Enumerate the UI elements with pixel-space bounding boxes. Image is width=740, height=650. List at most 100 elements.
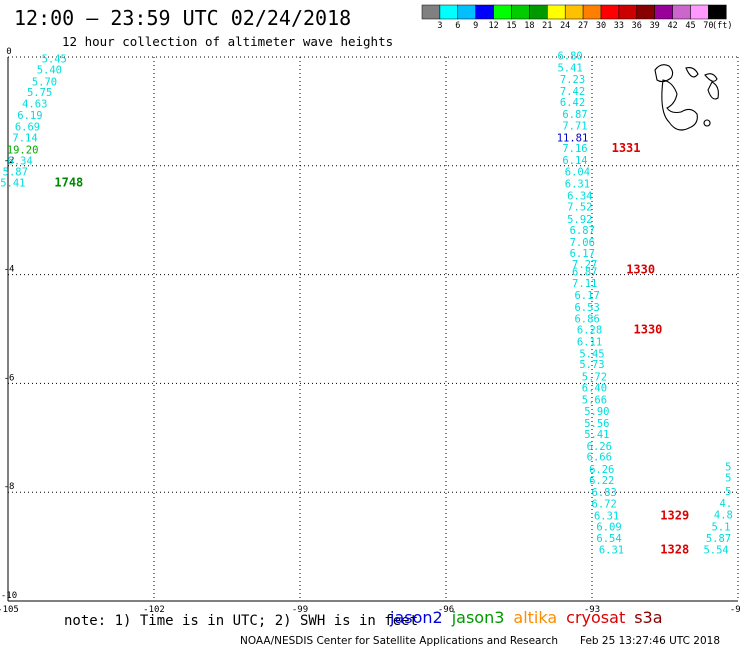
colorbar-swatch	[547, 4, 566, 20]
colorbar-tick-label: 6	[455, 21, 460, 31]
wave-height-label: 6.54	[596, 533, 621, 545]
x-tick-label: -93	[584, 605, 600, 615]
colorbar-tick-label: 18	[524, 21, 534, 31]
pass-time-label: 1330	[626, 263, 655, 277]
colorbar-swatch	[475, 4, 494, 20]
colorbar-swatch	[618, 4, 638, 20]
wave-height-label: 6.72	[592, 498, 617, 510]
wave-height-label: 6.80	[557, 51, 582, 63]
colorbar-tick-label: 9	[473, 21, 478, 31]
colorbar-tick-label: 15	[506, 21, 516, 31]
legend-item-altika: altika	[513, 608, 558, 627]
wave-height-label: 5.87	[3, 167, 28, 179]
colorbar-swatch	[439, 4, 459, 20]
wave-height-label: 6.34	[567, 191, 592, 203]
colorbar-tick-label: 21	[542, 21, 552, 31]
wave-height-label: 5.41	[584, 429, 609, 441]
wave-height-label: 7.42	[560, 86, 585, 98]
wave-height-label: 6.69	[15, 121, 40, 133]
wave-height-label: 6.11	[577, 336, 602, 348]
legend-item-cryosat: cryosat	[566, 608, 626, 627]
pass-time-label: 1748	[54, 175, 83, 189]
wave-height-label: 6.87	[562, 109, 587, 121]
coastline-shape	[703, 119, 711, 127]
wave-height-label: 5.45	[579, 348, 604, 360]
colorbar-tick-label: 30	[596, 21, 606, 31]
wave-height-label: 5.70	[32, 76, 57, 88]
wave-height-label: 5.1	[711, 521, 730, 533]
x-tick-label: -90	[730, 605, 740, 615]
y-tick-label: -10	[1, 591, 17, 601]
footer-timestamp: Feb 25 13:27:46 UTC 2018	[580, 635, 720, 647]
wave-height-label: 5.45	[42, 53, 67, 65]
wave-height-label: 5.90	[584, 406, 609, 418]
wave-height-label: 4.63	[22, 99, 47, 111]
legend-item-jason3: jason3	[451, 608, 505, 627]
y-tick-label: -4	[4, 265, 15, 275]
coastline-shape	[704, 73, 718, 82]
footer-note: note: 1) Time is in UTC; 2) SWH is in fe…	[64, 613, 419, 629]
wave-height-label: 4.	[720, 498, 733, 510]
colorbar-tick-label: 12	[488, 21, 498, 31]
wave-height-label: 5.75	[27, 87, 52, 99]
pass-time-label: 1331	[612, 141, 641, 155]
wave-height-label: 6.31	[599, 545, 624, 557]
colorbar-swatch	[529, 4, 548, 20]
colorbar-tick-label: 42	[667, 21, 677, 31]
wave-height-label: 6.17	[574, 290, 599, 302]
pass-time-label: 1329	[660, 508, 689, 522]
colorbar-swatch	[708, 4, 727, 20]
wave-height-label: 6.31	[565, 179, 590, 191]
wave-height-label: 6.04	[565, 167, 590, 179]
chart-subtitle: 12 hour collection of altimeter wave hei…	[62, 34, 394, 49]
wave-height-label: 7.11	[572, 278, 597, 290]
colorbar-tick-label: 45	[685, 21, 695, 31]
colorbar-swatch	[564, 4, 584, 20]
wave-height-label: 6.66	[587, 452, 612, 464]
colorbar-tick-label: 24	[560, 21, 570, 31]
y-tick-label: -8	[4, 482, 15, 492]
wave-height-label: 11.81	[557, 132, 589, 144]
wave-height-label: 6.42	[560, 97, 585, 109]
wave-height-label: 5	[725, 472, 731, 484]
wave-height-label: 5.41	[0, 177, 25, 189]
colorbar-swatch	[493, 4, 512, 20]
colorbar-tick-label: 33	[614, 21, 624, 31]
wave-height-label: 5.40	[37, 64, 62, 76]
wave-height-label: 5.72	[582, 372, 607, 384]
colorbar-tick-label: 36	[632, 21, 642, 31]
wave-height-label: 7.14	[12, 132, 37, 144]
wave-height-label: 5.92	[567, 214, 592, 226]
colorbar-swatch	[672, 4, 691, 20]
wave-height-label: 5.41	[557, 63, 582, 75]
wave-height-label: 6.40	[582, 383, 607, 395]
coastline-shape	[707, 81, 719, 100]
wave-height-label: 5	[725, 486, 731, 498]
legend-item-jason2: jason2	[390, 608, 443, 627]
wave-height-label: 6.22	[589, 475, 614, 487]
wave-height-label: 6.26	[589, 464, 614, 476]
wave-height-label: 7.23	[560, 74, 585, 86]
legend-item-s3a: s3a	[634, 608, 663, 627]
wave-height-label: 7.16	[562, 143, 587, 155]
wave-height-label: 6.86	[574, 313, 599, 325]
wave-height-label: 6.34	[8, 156, 33, 168]
coastline-shape	[654, 64, 674, 83]
wave-height-label: 6.14	[562, 155, 587, 167]
colorbar-swatch	[600, 4, 620, 20]
wave-height-label: 6.19	[17, 110, 42, 122]
satellite-legend: jason2 jason3 altika cryosat s3a	[390, 608, 672, 627]
x-tick-label: -96	[438, 605, 454, 615]
colorbar-tick-label: 70	[703, 21, 713, 31]
wave-height-label: 19.20	[7, 144, 39, 156]
colorbar-swatch	[457, 4, 476, 20]
wave-height-label: 7.52	[567, 201, 592, 213]
y-tick-label: -6	[4, 373, 15, 383]
wave-height-label: 7.27	[572, 259, 597, 271]
y-tick-label: 0	[6, 47, 11, 57]
wave-height-label: 6.53	[574, 302, 599, 314]
colorbar-swatch	[690, 4, 709, 20]
footer-credit: NOAA/NESDIS Center for Satellite Applica…	[240, 635, 558, 647]
wave-height-label: 5	[725, 461, 731, 473]
